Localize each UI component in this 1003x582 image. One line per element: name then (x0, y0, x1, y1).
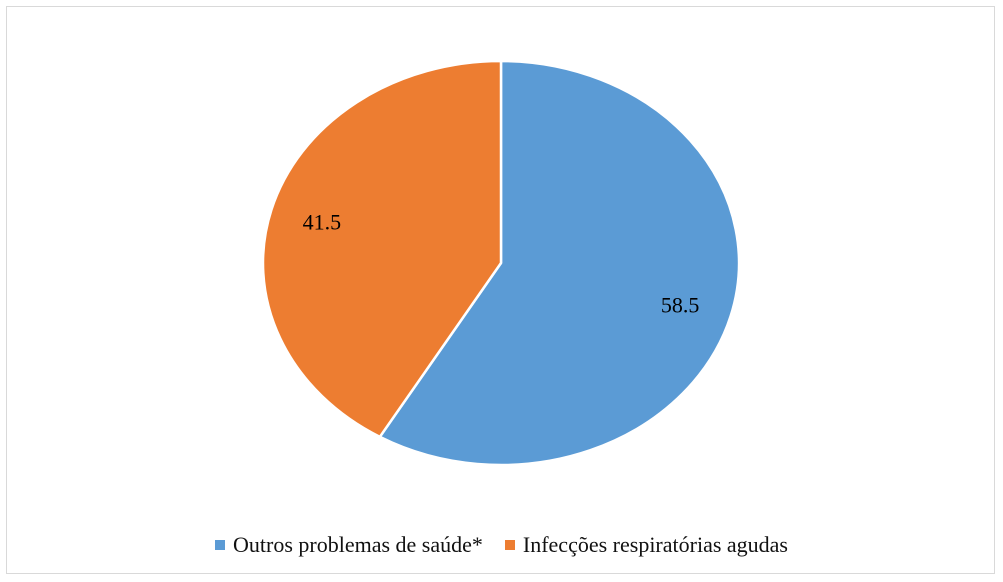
pie-data-labels: 58.5 41.5 (303, 209, 700, 317)
pie-slice-infeccoes (261, 59, 503, 439)
legend-item-outros: Outros problemas de saúde* (215, 532, 483, 558)
legend-label-infeccoes: Infecções respiratórias agudas (522, 532, 788, 557)
legend-label-outros: Outros problemas de saúde* (233, 532, 483, 557)
legend-item-infeccoes: Infecções respiratórias agudas (504, 532, 788, 558)
pie-slices (261, 59, 741, 467)
data-label-infeccoes: 41.5 (303, 209, 342, 234)
legend-swatch-outros (215, 540, 225, 550)
data-label-outros: 58.5 (661, 293, 700, 318)
legend-swatch-infeccoes (504, 540, 515, 550)
chart-legend: Outros problemas de saúde* Infecções res… (0, 528, 1003, 562)
pie-slice-outros (378, 59, 741, 467)
